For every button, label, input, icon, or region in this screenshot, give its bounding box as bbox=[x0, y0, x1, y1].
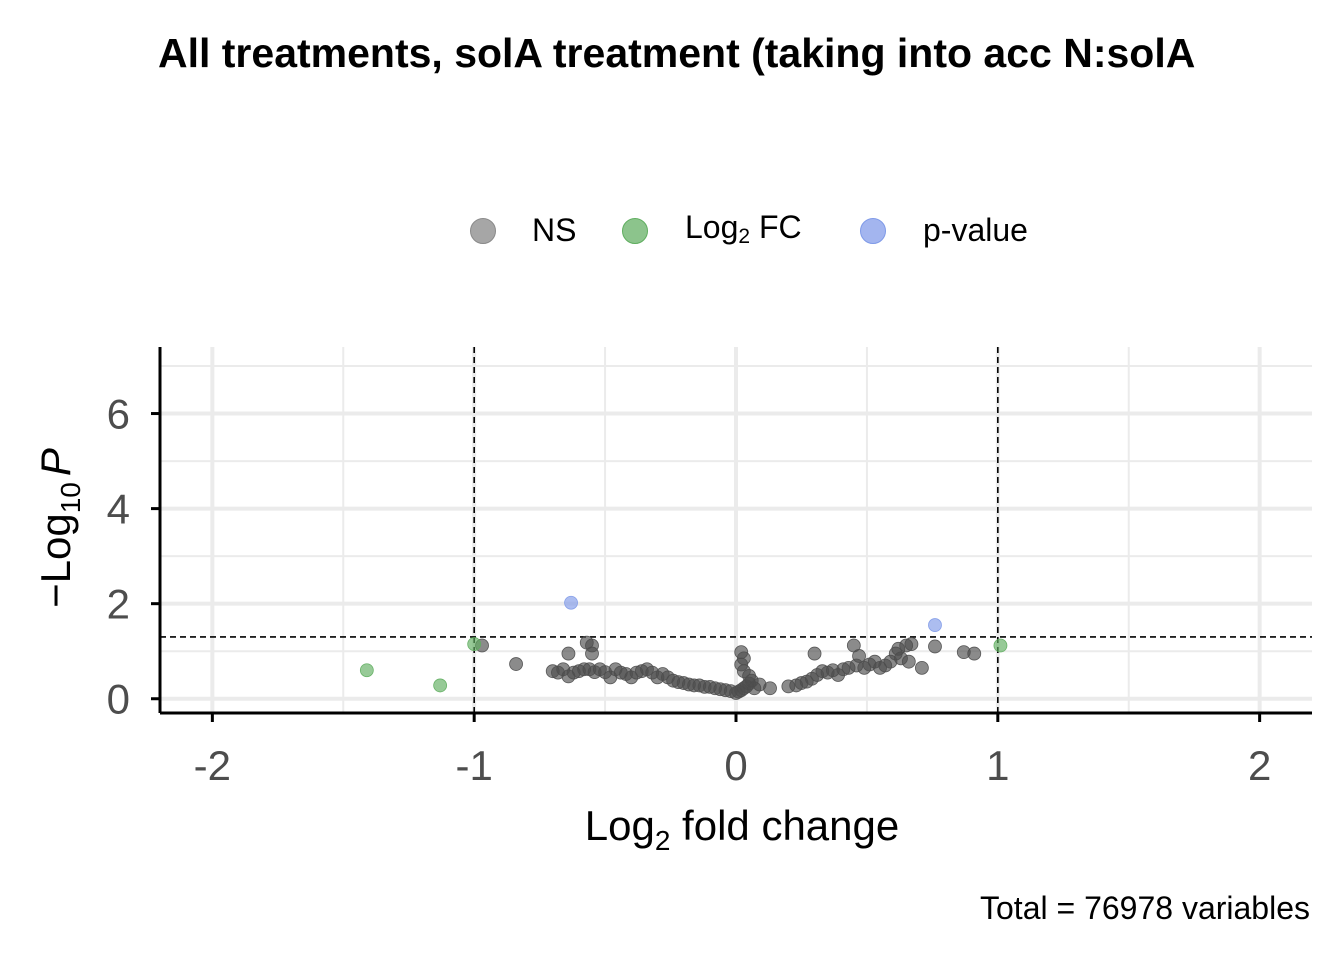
x-tick-label: -1 bbox=[456, 742, 493, 789]
tick-labels: -2 -1 0 1 2 0 2 4 6 bbox=[107, 391, 1272, 789]
data-point bbox=[467, 637, 482, 651]
x-tick-label: 0 bbox=[724, 742, 747, 789]
legend-label-log2fc: Log2 FC bbox=[685, 209, 802, 248]
data-point bbox=[564, 595, 578, 610]
series-log2-fc bbox=[359, 637, 1008, 693]
data-point bbox=[904, 637, 919, 651]
grid bbox=[160, 347, 1312, 713]
data-point bbox=[509, 657, 523, 671]
x-axis-label: Log2 fold change bbox=[585, 802, 900, 856]
data-point bbox=[967, 646, 982, 661]
caption: Total = 76978 variables bbox=[980, 890, 1310, 926]
data-point bbox=[928, 618, 942, 632]
y-tick-label: 6 bbox=[107, 391, 130, 438]
chart-title: All treatments, solA treatment (taking i… bbox=[158, 30, 1196, 76]
data-point bbox=[561, 646, 576, 661]
legend-label-pvalue: p-value bbox=[923, 212, 1028, 248]
series-ns bbox=[475, 635, 982, 700]
data-point bbox=[734, 645, 749, 660]
x-tick-label: 2 bbox=[1248, 742, 1271, 789]
data-point bbox=[359, 663, 374, 678]
y-tick-label: 2 bbox=[107, 581, 130, 628]
series-p-value bbox=[564, 595, 942, 632]
data-point bbox=[763, 681, 777, 696]
data-point bbox=[807, 646, 822, 661]
legend: NS Log2 FC p-value bbox=[0, 205, 1344, 255]
legend-dot-log2fc bbox=[622, 218, 648, 244]
legend-dot-pvalue bbox=[860, 218, 886, 244]
data-point bbox=[852, 649, 866, 663]
y-axis-label: −Log10P bbox=[32, 448, 86, 608]
axes bbox=[151, 347, 1312, 722]
x-tick-label: -2 bbox=[194, 742, 231, 789]
data-point bbox=[901, 654, 916, 669]
data-point bbox=[928, 639, 942, 654]
legend-label-ns: NS bbox=[532, 212, 577, 248]
data-point bbox=[914, 660, 929, 675]
data-point bbox=[993, 638, 1008, 653]
cutoff-lines bbox=[160, 347, 1312, 713]
y-tick-label: 0 bbox=[107, 676, 130, 723]
data-point bbox=[585, 646, 599, 661]
data-point bbox=[433, 678, 448, 693]
data-points bbox=[359, 595, 1008, 700]
y-tick-label: 4 bbox=[107, 486, 130, 533]
x-tick-label: 1 bbox=[986, 742, 1009, 789]
legend-dot-ns bbox=[470, 218, 496, 244]
